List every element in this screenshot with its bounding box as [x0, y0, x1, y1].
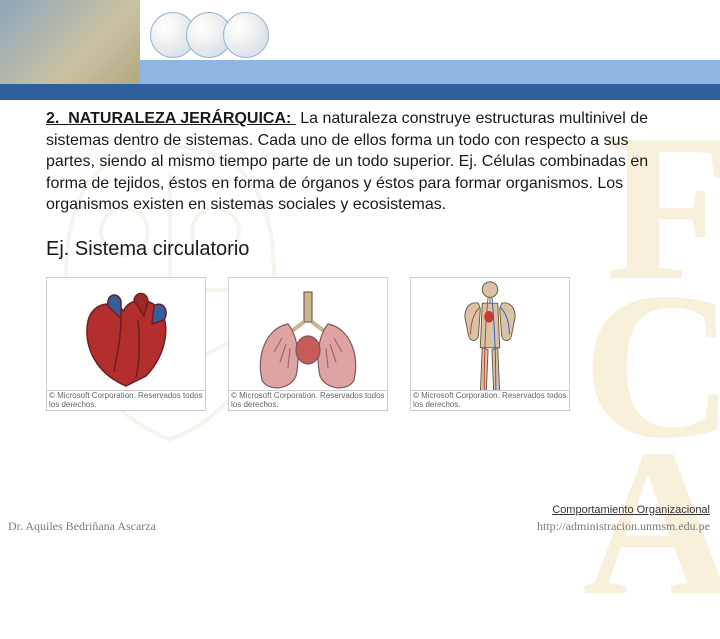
image-card-body: © Microsoft Corporation. Reservados todo…	[410, 277, 570, 405]
footer-author: Dr. Aquiles Bedriñana Ascarza	[8, 519, 156, 534]
image-caption: © Microsoft Corporation. Reservados todo…	[46, 390, 206, 411]
heart-illustration	[46, 277, 206, 405]
header-sphere-decor	[150, 12, 255, 63]
image-card-heart: © Microsoft Corporation. Reservados todo…	[46, 277, 206, 405]
slide-body: 2. NATURALEZA JERÁRQUICA: La naturaleza …	[0, 100, 720, 261]
body-circulatory-illustration	[410, 277, 570, 405]
example-label: Ej. Sistema circulatorio	[46, 238, 674, 261]
lungs-illustration	[228, 277, 388, 405]
image-caption: © Microsoft Corporation. Reservados todo…	[410, 390, 570, 411]
heading-title: NATURALEZA JERÁRQUICA:	[68, 110, 291, 127]
header-bar-dark	[0, 84, 720, 100]
footer-label: Comportamiento Organizacional	[552, 504, 710, 516]
image-caption: © Microsoft Corporation. Reservados todo…	[228, 390, 388, 411]
slide-header	[0, 0, 720, 100]
image-row: © Microsoft Corporation. Reservados todo…	[0, 277, 720, 405]
header-photo-thumbnail	[0, 0, 140, 92]
sphere-icon	[223, 12, 269, 58]
footer-url: http://administracion.unmsm.edu.pe	[537, 519, 710, 534]
heading-number: 2.	[46, 110, 59, 127]
image-card-lungs: © Microsoft Corporation. Reservados todo…	[228, 277, 388, 405]
main-paragraph: 2. NATURALEZA JERÁRQUICA: La naturaleza …	[46, 108, 674, 216]
